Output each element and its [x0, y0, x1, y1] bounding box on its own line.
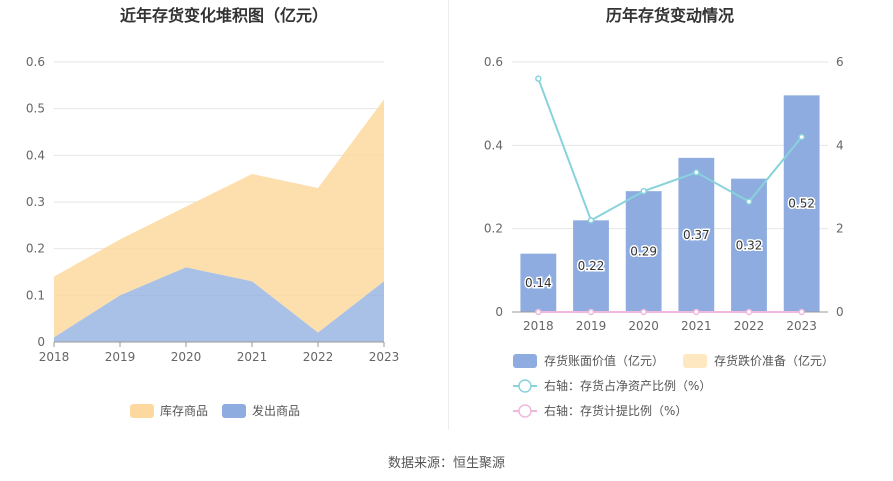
chart2-legend-label: 右轴：存货占净资产比例（%）	[544, 378, 711, 393]
chart1-ytick-label: 0.6	[26, 55, 45, 69]
chart2-xtick-label: 2019	[576, 319, 607, 333]
chart2-point-inventory-net-asset-ratio	[587, 217, 595, 224]
chart2-xtick-label: 2020	[628, 319, 659, 333]
chart2-legend-label: 存货跌价准备（亿元）	[714, 353, 834, 368]
chart1-area-inventory-goods	[54, 99, 384, 338]
chart2-point-provision-ratio	[693, 308, 700, 316]
chart2-bar-data-label: 0.32	[736, 238, 763, 252]
chart1-legend-swatch	[130, 404, 154, 418]
chart2-left-ytick-label: 0	[495, 305, 503, 319]
chart2-legend-label: 右轴：存货计提比例（%）	[544, 403, 687, 418]
chart2-point-inventory-net-asset-ratio	[693, 169, 700, 176]
chart1-xtick-label: 2018	[39, 350, 70, 364]
chart1-xtick-label: 2023	[369, 350, 400, 364]
data-source-footer: 数据来源：恒生聚源	[387, 456, 505, 471]
chart2-bar-data-label: 0.37	[683, 228, 710, 242]
chart2-point-provision-ratio	[798, 308, 805, 316]
chart2-point-provision-ratio	[640, 308, 647, 316]
chart2-point-provision-ratio	[535, 308, 542, 316]
chart2-right-ytick-label: 0	[836, 305, 844, 319]
chart1-title: 近年存货变化堆积图（亿元）	[120, 6, 328, 25]
chart1-ytick-label: 0.4	[26, 148, 45, 162]
chart2-point-provision-ratio	[587, 308, 595, 316]
chart2-right-ytick-label: 4	[836, 138, 844, 152]
chart2-line-inventory-net-asset-ratio	[537, 78, 803, 222]
chart2-point-inventory-net-asset-ratio	[745, 198, 753, 205]
chart2-right-ytick-label: 2	[836, 222, 844, 236]
chart2-bar-inventory-value	[625, 191, 662, 312]
chart2-bar-data-label: 0.29	[630, 245, 657, 259]
chart2-title: 历年存货变动情况	[606, 6, 734, 25]
chart1-ytick-label: 0.5	[26, 102, 45, 116]
chart1-ytick-label: 0.1	[26, 288, 45, 302]
chart2-point-provision-ratio	[745, 308, 753, 316]
chart2-bar-inventory-value	[573, 220, 609, 312]
chart2-bar-data-label: 0.14	[525, 276, 552, 290]
chart2-xtick-label: 2022	[734, 319, 765, 333]
chart2-point-inventory-net-asset-ratio	[798, 133, 805, 141]
chart1-legend-label: 发出商品	[252, 403, 300, 418]
chart1-xtick-label: 2020	[171, 350, 202, 364]
chart2-bar-data-label: 0.22	[578, 259, 605, 273]
chart2-xtick-label: 2023	[786, 319, 817, 333]
chart2-left-ytick-label: 0.4	[484, 138, 503, 152]
chart2-legend-swatch	[683, 354, 707, 368]
panel-divider	[448, 0, 449, 430]
chart2-bar-data-label: 0.52	[788, 197, 815, 211]
chart2-left-ytick-label: 0.6	[484, 55, 503, 69]
chart2-legend-marker	[518, 404, 532, 418]
chart1-ytick-label: 0.3	[26, 195, 45, 209]
chart1-xtick-label: 2019	[105, 350, 136, 364]
chart2-bar-inventory-value	[678, 157, 715, 312]
chart2-legend-marker	[518, 379, 532, 393]
chart1-legend-swatch	[222, 404, 246, 418]
chart2-bar-inventory-value	[783, 95, 820, 312]
chart2-left-ytick-label: 0.2	[484, 222, 503, 236]
chart1-xtick-label: 2022	[303, 350, 334, 364]
chart2-legend-swatch	[513, 354, 537, 368]
chart2-legend-label: 存货账面价值（亿元）	[544, 353, 664, 368]
chart1-ytick-label: 0	[37, 335, 45, 349]
chart2-point-inventory-net-asset-ratio	[535, 75, 542, 82]
chart2-right-ytick-label: 6	[836, 55, 844, 69]
chart2-point-inventory-net-asset-ratio	[640, 187, 647, 195]
chart2-bar-inventory-value	[520, 253, 557, 312]
chart1-ytick-label: 0.2	[26, 242, 45, 256]
chart2-xtick-label: 2018	[523, 319, 554, 333]
chart2-xtick-label: 2021	[681, 319, 712, 333]
chart1-area-shipped-goods	[54, 267, 384, 342]
chart1-xtick-label: 2021	[237, 350, 268, 364]
chart1-legend-label: 库存商品	[160, 403, 208, 418]
